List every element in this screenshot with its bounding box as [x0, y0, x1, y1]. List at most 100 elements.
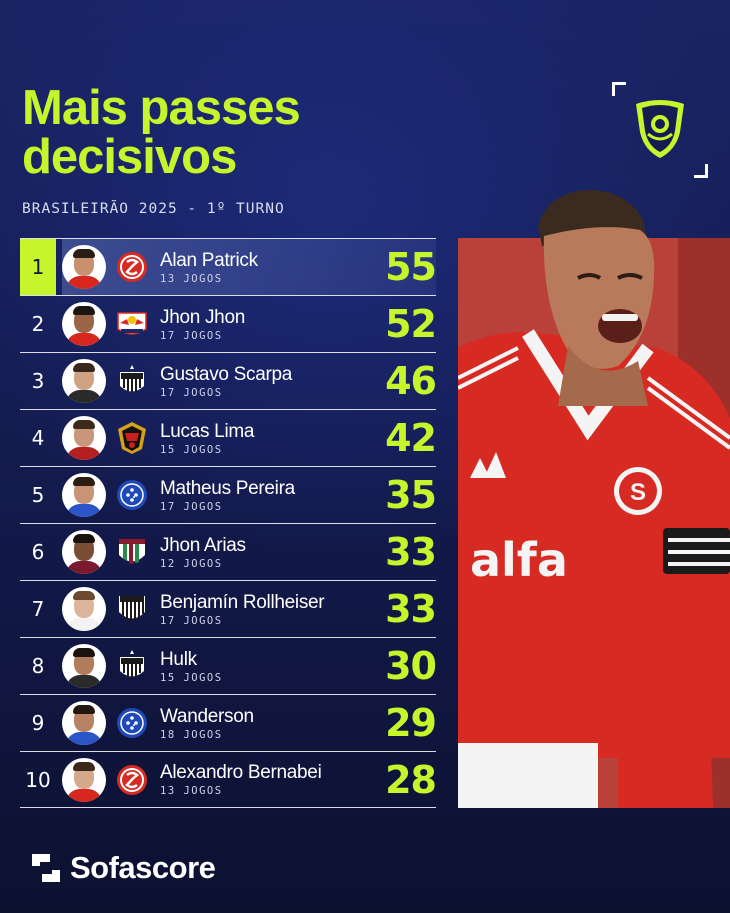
games-played: 13 JOGOS	[160, 272, 223, 285]
key-passes-value: 28	[385, 757, 437, 802]
atletico-mg-crest-icon	[120, 365, 144, 393]
club-crest	[114, 591, 150, 627]
rank-number: 2	[31, 312, 45, 336]
rank-number: 1	[20, 239, 56, 295]
player-name: Matheus Pereira	[160, 477, 295, 499]
bragantino-crest-icon	[117, 312, 147, 335]
ranking-row: 7 Benjamín Rollheiser 17 JOGOS 33	[20, 580, 437, 637]
key-passes-value: 33	[385, 587, 437, 631]
sofascore-logo-icon	[32, 854, 60, 882]
player-avatar	[62, 359, 106, 403]
key-passes-value: 46	[385, 359, 437, 403]
games-played: 15 JOGOS	[160, 443, 223, 456]
player-avatar	[62, 473, 106, 517]
club-crest	[114, 648, 150, 684]
rank-number: 10	[25, 767, 51, 792]
player-name: Alexandro Bernabei	[160, 762, 322, 783]
games-played: 17 JOGOS	[160, 614, 223, 627]
cruzeiro-crest-icon	[117, 708, 147, 738]
key-passes-value: 55	[385, 245, 437, 289]
player-info: Lucas Lima 15 JOGOS	[160, 421, 366, 456]
games-played: 12 JOGOS	[160, 557, 223, 570]
rank-number: 9	[31, 711, 45, 735]
sofascore-brand: Sofascore	[30, 850, 216, 885]
ranking-row: 10 Alexandro Bernabei 13 JOGOS 28	[20, 751, 437, 808]
club-crest	[114, 477, 150, 513]
games-played: 18 JOGOS	[160, 728, 223, 741]
player-avatar	[62, 587, 106, 631]
player-name: Jhon Arias	[160, 534, 246, 556]
ranking-row: 3 Gustavo Scarpa 17 JOGOS 46	[20, 352, 437, 409]
club-crest	[114, 705, 150, 741]
player-info: Alan Patrick 13 JOGOS	[160, 250, 366, 285]
player-info: Hulk 15 JOGOS	[160, 649, 366, 684]
games-played: 15 JOGOS	[160, 671, 223, 684]
title-line-1: Mais passes	[22, 81, 301, 135]
ranking-row: 5 Matheus Pereira 17 JOGOS 35	[20, 466, 437, 523]
ranking-list: 1 Alan Patrick 13 JOGOS 55 2 Jhon Jhon 17 JOGO…	[20, 238, 437, 808]
games-played: 13 JOGOS	[160, 785, 223, 797]
club-crest	[114, 363, 150, 399]
ranking-row: 1 Alan Patrick 13 JOGOS 55	[20, 238, 437, 295]
games-played: 17 JOGOS	[160, 329, 223, 342]
club-crest	[114, 534, 150, 570]
rank-number: 5	[31, 483, 45, 507]
club-crest	[114, 249, 150, 285]
club-crest	[114, 306, 150, 342]
player-avatar	[62, 245, 106, 289]
player-name: Gustavo Scarpa	[160, 363, 293, 385]
games-played: 17 JOGOS	[160, 386, 223, 399]
games-played: 17 JOGOS	[160, 500, 223, 513]
player-avatar	[62, 416, 106, 460]
ranking-row: 4 Lucas Lima 15 JOGOS 42	[20, 409, 437, 466]
svg-text:S: S	[630, 479, 646, 506]
player-name: Benjamín Rollheiser	[160, 591, 325, 613]
player-name: Jhon Jhon	[160, 306, 245, 328]
key-passes-value: 35	[385, 473, 437, 517]
brasileirao-logo	[612, 82, 708, 178]
rank-number: 6	[31, 540, 45, 564]
key-passes-value: 30	[385, 644, 437, 688]
featured-player-photo: S alfa	[458, 238, 730, 808]
competition-subtitle: BRASILEIRÃO 2025 - 1º TURNO	[22, 201, 285, 217]
ranking-row: 8 Hulk 15 JOGOS 30	[20, 637, 437, 694]
player-avatar	[62, 701, 106, 745]
player-name: Alan Patrick	[160, 249, 258, 271]
player-name: Lucas Lima	[160, 420, 255, 442]
sport-crest-icon	[118, 422, 146, 454]
brand-name: Sofascore	[70, 850, 216, 885]
key-passes-value: 33	[385, 530, 437, 574]
player-avatar	[62, 757, 106, 802]
club-crest	[114, 762, 150, 798]
player-avatar	[62, 302, 106, 346]
brasileirao-trophy-icon	[636, 100, 684, 158]
ranking-row: 2 Jhon Jhon 17 JOGOS 52	[20, 295, 437, 352]
featured-player-head	[538, 190, 655, 406]
player-name: Wanderson	[160, 705, 254, 727]
ranking-row: 6 Jhon Arias 12 JOGOS 33	[20, 523, 437, 580]
rank-number: 4	[31, 426, 45, 450]
player-name: Hulk	[160, 648, 197, 670]
player-info: Wanderson 18 JOGOS	[160, 706, 366, 741]
key-passes-value: 42	[385, 416, 437, 460]
rank-number: 8	[31, 654, 45, 678]
svg-text:alfa: alfa	[470, 533, 568, 587]
key-passes-value: 29	[385, 701, 437, 745]
player-info: Jhon Jhon 17 JOGOS	[160, 307, 366, 342]
page-title: Mais passes decisivos	[22, 81, 301, 184]
player-celebration-illustration: S alfa	[458, 238, 730, 808]
title-line-2: decisivos	[22, 130, 237, 184]
internacional-crest-icon	[117, 764, 147, 795]
rank-number: 7	[31, 597, 45, 621]
player-info: Benjamín Rollheiser 17 JOGOS	[160, 592, 366, 627]
internacional-crest-icon	[117, 252, 147, 282]
player-info: Alexandro Bernabei 13 JOGOS	[160, 762, 366, 797]
key-passes-value: 52	[385, 302, 437, 346]
ranking-row: 9 Wanderson 18 JOGOS 29	[20, 694, 437, 751]
fluminense-crest-icon	[119, 539, 145, 564]
santos-crest-icon	[119, 596, 145, 621]
cruzeiro-crest-icon	[117, 480, 147, 510]
club-crest	[114, 420, 150, 456]
player-info: Matheus Pereira 17 JOGOS	[160, 478, 366, 513]
player-info: Jhon Arias 12 JOGOS	[160, 535, 366, 570]
